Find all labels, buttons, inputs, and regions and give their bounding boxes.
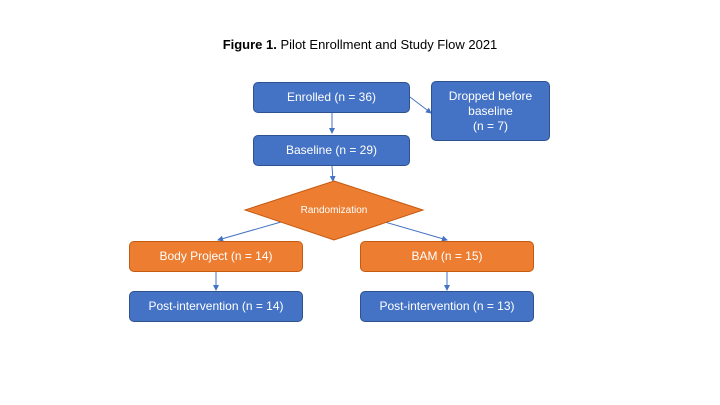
baseline-box: Baseline (n = 29)	[253, 135, 410, 166]
arrow-enrolled-to-dropped	[409, 96, 432, 114]
bam-box: BAM (n = 15)	[360, 241, 534, 272]
post-intervention-left-label: Post-intervention (n = 14)	[148, 299, 284, 313]
post-intervention-right-box: Post-intervention (n = 13)	[360, 291, 534, 322]
body-project-box: Body Project (n = 14)	[129, 241, 303, 272]
body-project-label: Body Project (n = 14)	[159, 249, 273, 263]
figure-label: Figure 1.	[222, 37, 277, 52]
baseline-label: Baseline (n = 29)	[285, 143, 378, 157]
figure-title: Figure 1. Pilot Enrollment and Study Flo…	[0, 37, 720, 52]
enrolled-label: Enrolled (n = 36)	[286, 90, 377, 104]
randomization-label: Randomization	[300, 204, 368, 216]
bam-label: BAM (n = 15)	[411, 249, 483, 263]
enrolled-box: Enrolled (n = 36)	[253, 82, 410, 113]
dropped-label-line2: baseline	[468, 103, 513, 118]
arrow-randomization-to-body-project	[217, 219, 289, 242]
dropped-label-line1: Dropped before	[448, 88, 533, 103]
randomization-diamond	[243, 180, 425, 241]
post-intervention-right-label: Post-intervention (n = 13)	[379, 299, 515, 313]
dropped-label-line3: (n = 7)	[472, 118, 508, 133]
figure-caption: Pilot Enrollment and Study Flow 2021	[280, 37, 498, 52]
post-intervention-left-box: Post-intervention (n = 14)	[129, 291, 303, 322]
arrow-baseline-to-randomization	[329, 165, 336, 182]
arrow-randomization-to-bam	[377, 219, 448, 242]
dropped-box: Dropped before baseline (n = 7)	[431, 81, 550, 141]
